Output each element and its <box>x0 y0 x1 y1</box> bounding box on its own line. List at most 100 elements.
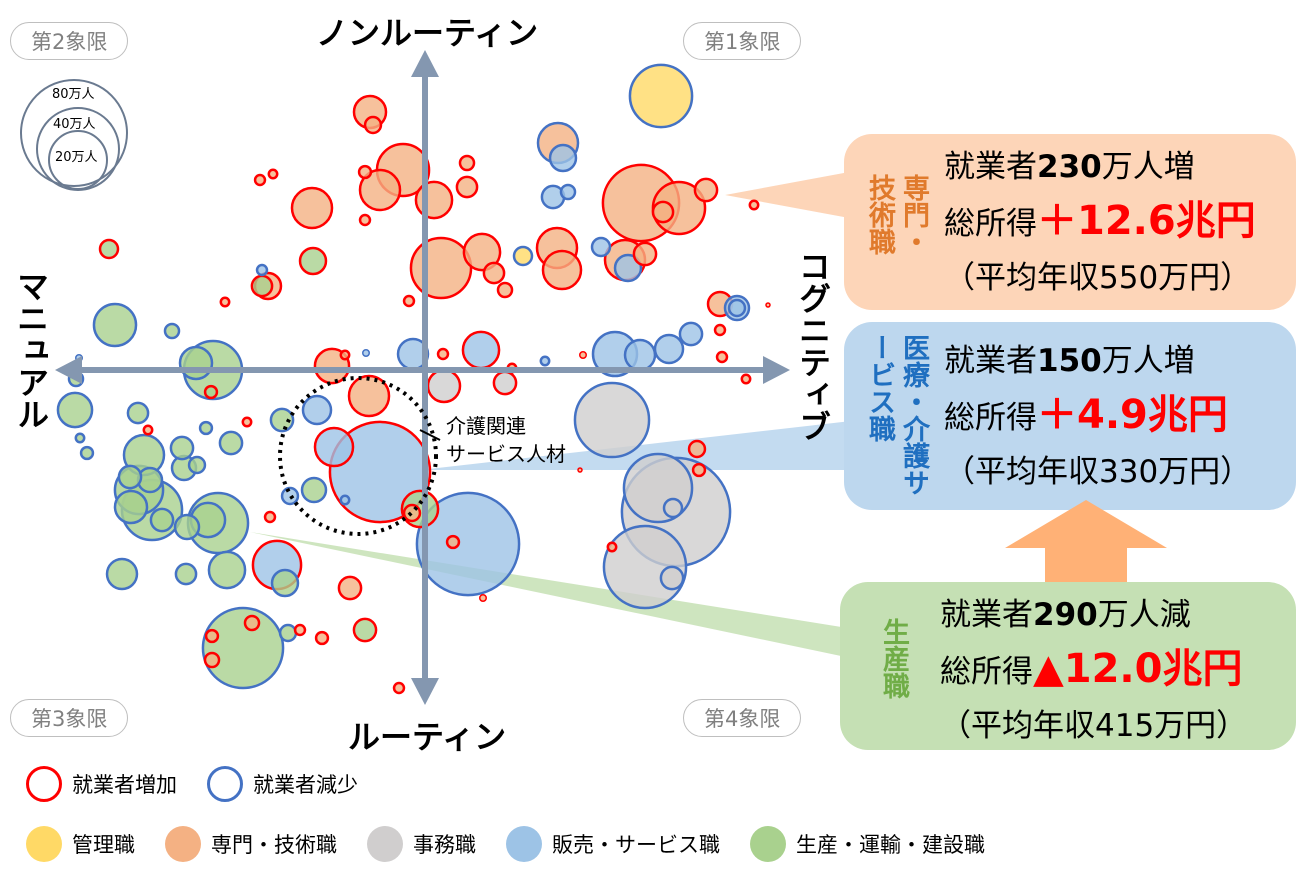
bubble-p-inc <box>496 281 514 299</box>
care-annotation-line2: サービス人材 <box>446 442 566 466</box>
callout-production-workers: 就業者290万人減 <box>940 588 1247 642</box>
income-prefix: 総所得 <box>944 400 1037 436</box>
legend-professional: 専門・技術職 <box>165 826 337 862</box>
bubble-s-dec <box>415 491 521 597</box>
bubble-s-dec <box>255 263 269 277</box>
bubble-p-inc <box>357 164 373 180</box>
bubble-s-dec <box>362 349 370 357</box>
callout-professional-title: 専門・技術職 <box>864 174 929 255</box>
bubble-o-dec <box>573 381 651 459</box>
bubble-g-inc <box>203 384 219 400</box>
bubble-p-inc <box>402 294 416 308</box>
income-value: ▲12.0兆円 <box>1033 646 1243 692</box>
bubble-p-inc <box>691 462 707 478</box>
bubble-g-dec <box>270 568 300 598</box>
bubble-p-inc <box>142 424 154 436</box>
bubble-g-dec <box>149 507 175 533</box>
bubble-g-dec <box>105 557 139 591</box>
bubble-p-inc <box>577 467 583 473</box>
bubble-p-inc <box>740 373 752 385</box>
bubble-p-inc <box>392 681 406 695</box>
bubble-g-dec <box>174 562 198 586</box>
income-prefix: 総所得 <box>940 654 1033 690</box>
bubble-g-dec <box>92 302 138 348</box>
bubble-p-inc <box>436 347 450 361</box>
bubble-g-dec <box>198 420 214 436</box>
callout-professional-salary: （平均年収550万円） <box>944 260 1252 296</box>
workers-prefix: 就業者 <box>940 597 1033 633</box>
axes <box>55 50 790 705</box>
bubble-p-inc <box>606 541 618 553</box>
bubble-m-dec <box>628 63 694 129</box>
bubble-p-inc <box>455 175 479 199</box>
bubble-s-inc <box>313 426 355 468</box>
production-swatch-icon <box>750 826 786 862</box>
bubble-p-inc <box>687 439 707 459</box>
income-value: ＋12.6兆円 <box>1037 198 1256 244</box>
bubble-p-inc <box>409 236 473 300</box>
bubble-g-dec <box>278 623 298 643</box>
workers-value: 230 <box>1037 149 1102 185</box>
care-annotation: 介護関連 サービス人材 <box>446 412 566 468</box>
bubble-p-inc <box>339 349 351 361</box>
bubble-g-dec <box>56 391 94 429</box>
bubble-g-inc <box>98 238 120 260</box>
bubble-p-inc <box>347 374 391 418</box>
legend-label: 生産・運輸・建設職 <box>796 833 985 857</box>
bubble-s-dec <box>678 321 704 347</box>
bubble-s-dec <box>280 486 300 506</box>
axis-label-manual: マニュアル <box>12 270 50 430</box>
callout-production: 生産職 就業者290万人減 総所得▲12.0兆円 （平均年収415万円） <box>840 582 1296 750</box>
workers-suffix: 万人減 <box>1097 597 1191 633</box>
bubble-p-inc <box>715 350 729 364</box>
bubble-s-dec <box>301 394 333 426</box>
callout-professional: 専門・技術職 就業者230万人増 総所得＋12.6兆円 （平均年収550万円） <box>844 134 1296 310</box>
axis-label-nonroutine: ノンルーティン <box>316 14 539 52</box>
bubble-p-inc <box>358 168 402 212</box>
bubble-p-inc <box>479 594 487 602</box>
bubble-p-inc <box>765 302 771 308</box>
axis-label-routine: ルーティン <box>348 718 507 756</box>
bubble-s-dec <box>613 253 643 283</box>
bubble-p-inc <box>204 628 220 644</box>
decrease-circle-icon <box>207 766 243 802</box>
bubble-p-inc <box>445 534 461 550</box>
quadrant-2-label: 第2象限 <box>10 22 129 60</box>
legend-management: 管理職 <box>26 826 135 862</box>
bubble-p-inc <box>713 323 727 337</box>
bubble-p-inc <box>632 241 658 267</box>
legend-label: 管理職 <box>72 833 135 857</box>
bubble-p-inc <box>203 651 221 669</box>
callout-production-salary: （平均年収415万円） <box>940 708 1248 744</box>
bubble-p-inc <box>267 168 279 180</box>
callout-service-salary: （平均年収330万円） <box>944 454 1252 490</box>
bubble-p-inc <box>651 200 675 224</box>
bubble-layer <box>56 63 771 695</box>
bubble-o-dec <box>659 565 685 591</box>
quadrant-4-label: 第4象限 <box>683 699 802 737</box>
bubble-g-inc <box>298 246 328 276</box>
bubble-p-inc <box>541 249 583 291</box>
bubble-p-inc <box>482 261 506 285</box>
bubble-p-inc <box>402 503 422 523</box>
bubble-o-inc <box>426 368 462 404</box>
axis-label-cognitive: コグニティブ <box>794 250 832 442</box>
legend-production: 生産・運輸・建設職 <box>750 826 985 862</box>
size-legend <box>20 79 128 191</box>
bubble-s-dec <box>590 236 612 258</box>
bubble-s-dec <box>623 338 657 372</box>
bubble-p-inc <box>293 623 307 637</box>
legend-label: 専門・技術職 <box>211 833 337 857</box>
workers-suffix: 万人増 <box>1101 343 1195 379</box>
bubble-g-dec <box>300 476 328 504</box>
care-annotation-leader <box>419 429 441 441</box>
professional-swatch-icon <box>165 826 201 862</box>
bubble-g-dec <box>207 550 247 590</box>
workers-prefix: 就業者 <box>944 343 1037 379</box>
x-axis-arrow-right <box>763 356 790 384</box>
workers-suffix: 万人増 <box>1101 149 1195 185</box>
bubble-p-inc <box>219 296 231 308</box>
bubble-p-inc <box>243 614 261 632</box>
bubble-g-inc <box>250 274 274 298</box>
